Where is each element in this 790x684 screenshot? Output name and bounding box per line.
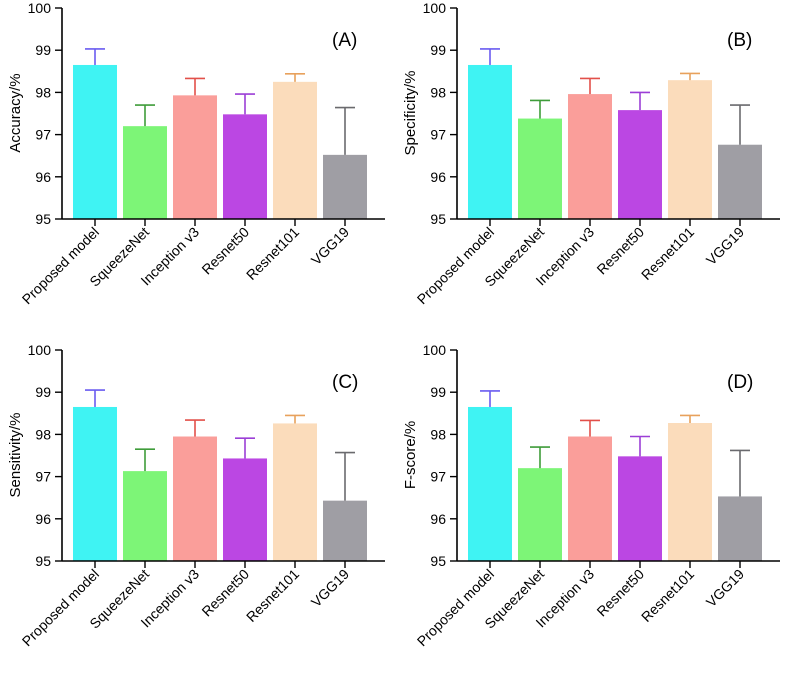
y-tick-label: 96 (35, 169, 51, 185)
bar-resnet101 (668, 423, 712, 561)
y-tick-label: 99 (35, 42, 51, 58)
y-tick-label: 100 (423, 342, 447, 358)
category-label: Resnet101 (638, 566, 697, 625)
y-tick-label: 99 (35, 384, 51, 400)
y-axis-label: Sensitivity/% (7, 412, 24, 497)
y-tick-label: 95 (35, 211, 51, 227)
bar-vgg19 (323, 500, 367, 561)
chart-panel-a: 95 96 97 98 99 100 Proposed model SqueezeNet Inc… (0, 0, 395, 342)
bar-resnet101 (273, 81, 317, 219)
category-label: Resnet101 (638, 224, 697, 283)
chart-panel-d: 95 96 97 98 99 100 Proposed model SqueezeNet Inc… (395, 342, 790, 684)
y-tick-label: 97 (430, 469, 446, 485)
y-axis-label: F-score/% (402, 421, 419, 489)
y-tick-label: 96 (430, 169, 446, 185)
bar-resnet50 (618, 456, 662, 561)
bar-proposed-model (468, 64, 512, 219)
bar-vgg19 (718, 144, 762, 219)
y-tick-label: 100 (28, 342, 52, 358)
y-tick-label: 95 (35, 553, 51, 569)
panel-label: (D) (727, 372, 753, 393)
category-label: Proposed model (414, 566, 497, 649)
bar-resnet50 (223, 114, 267, 219)
chart-panel-c: 95 96 97 98 99 100 Proposed model SqueezeNet Inc… (0, 342, 395, 684)
bar-vgg19 (718, 496, 762, 561)
bar-squeezenet (518, 118, 562, 219)
bar-inception-v3 (568, 436, 612, 561)
y-tick-label: 96 (35, 511, 51, 527)
y-tick-label: 99 (430, 384, 446, 400)
bar-squeezenet (123, 471, 167, 561)
y-tick-label: 97 (35, 469, 51, 485)
bar-inception-v3 (173, 436, 217, 561)
panel-label: (A) (332, 30, 357, 51)
bar-resnet50 (223, 458, 267, 561)
y-tick-label: 98 (430, 426, 446, 442)
category-label: Proposed model (19, 224, 102, 307)
y-tick-label: 99 (430, 42, 446, 58)
category-label: VGG19 (703, 566, 747, 610)
panel-label: (C) (332, 372, 358, 393)
category-label: Resnet101 (243, 566, 302, 625)
bar-resnet50 (618, 110, 662, 219)
y-tick-label: 97 (430, 127, 446, 143)
bar-vgg19 (323, 154, 367, 219)
bar-proposed-model (468, 406, 512, 561)
category-label: Proposed model (414, 224, 497, 307)
chart-panel-b: 95 96 97 98 99 100 Proposed model SqueezeNet Inc… (395, 0, 790, 342)
category-label: Proposed model (19, 566, 102, 649)
category-label: VGG19 (703, 224, 747, 268)
bar-resnet101 (668, 80, 712, 219)
y-tick-label: 96 (430, 511, 446, 527)
y-axis-label: Specificity/% (402, 70, 419, 155)
category-label: Resnet101 (243, 224, 302, 283)
y-axis-label: Accuracy/% (7, 73, 24, 152)
bar-squeezenet (123, 126, 167, 219)
bar-proposed-model (73, 406, 117, 561)
category-label: VGG19 (308, 224, 352, 268)
bar-squeezenet (518, 468, 562, 561)
y-tick-label: 95 (430, 553, 446, 569)
y-tick-label: 98 (35, 84, 51, 100)
bar-proposed-model (73, 64, 117, 219)
y-tick-label: 95 (430, 211, 446, 227)
y-tick-label: 97 (35, 127, 51, 143)
y-tick-label: 100 (28, 0, 52, 16)
y-tick-label: 98 (430, 84, 446, 100)
category-label: VGG19 (308, 566, 352, 610)
y-tick-label: 100 (423, 0, 447, 16)
bar-resnet101 (273, 423, 317, 561)
bar-inception-v3 (568, 94, 612, 219)
panel-label: (B) (727, 30, 752, 51)
y-tick-label: 98 (35, 426, 51, 442)
bar-inception-v3 (173, 95, 217, 219)
